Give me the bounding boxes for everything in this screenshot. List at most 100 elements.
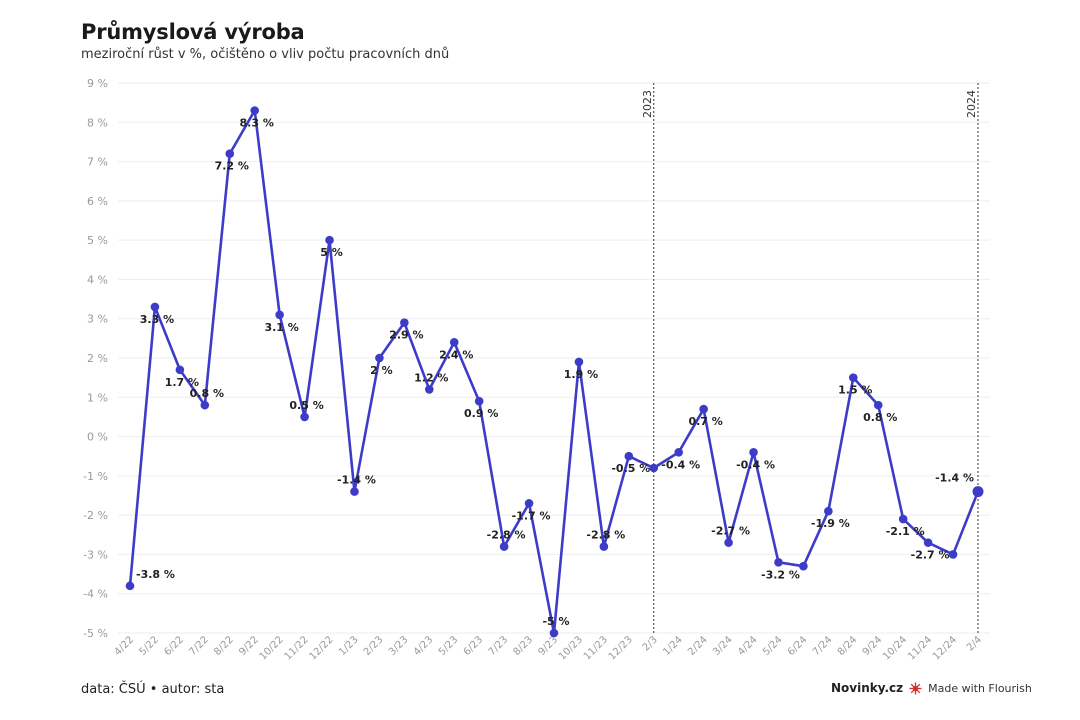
x-tick-label: 1/23 <box>337 634 361 658</box>
chart-title: Průmyslová výroba <box>81 20 305 44</box>
data-label: 7.2 % <box>215 160 249 173</box>
data-label: 0.5 % <box>289 399 323 412</box>
data-label: -0.5 % <box>611 462 650 475</box>
annotation-label: 2023 <box>641 90 654 118</box>
x-tick-label: 12/22 <box>307 634 335 662</box>
x-tick-label: 10/24 <box>881 634 909 662</box>
x-tick-label: 3/23 <box>387 634 411 658</box>
x-tick-label: 8/22 <box>212 634 236 658</box>
y-tick-label: 1 % <box>87 391 108 404</box>
data-label: -5 % <box>542 615 569 628</box>
data-point <box>749 447 758 457</box>
data-point <box>225 149 235 159</box>
data-label: -2.8 % <box>586 529 625 542</box>
data-point <box>499 542 509 551</box>
data-label: 2.4 % <box>439 348 473 361</box>
x-tick-label: 2/23 <box>362 634 386 658</box>
data-point <box>175 365 185 375</box>
data-point <box>898 514 908 524</box>
x-tick-label: 3/24 <box>711 634 735 658</box>
data-label: -0.4 % <box>736 458 775 471</box>
data-label: 0.8 % <box>190 387 224 400</box>
data-label: -1.9 % <box>811 517 850 530</box>
data-point <box>724 538 733 547</box>
x-tick-label: 5/22 <box>137 634 161 658</box>
data-point <box>275 310 284 320</box>
data-point <box>799 561 808 571</box>
data-point <box>699 404 708 414</box>
flourish-credit[interactable]: Made with Flourish <box>928 681 1032 695</box>
data-point <box>400 318 409 327</box>
x-tick-label: 4/23 <box>412 634 436 658</box>
y-tick-label: -1 % <box>83 470 108 483</box>
data-label: 3.3 % <box>140 313 174 326</box>
x-tick-label: 5/24 <box>761 634 785 658</box>
data-label: 0.7 % <box>688 415 722 428</box>
data-label: 1.2 % <box>414 371 448 384</box>
x-tick-label: 12/23 <box>607 634 635 662</box>
data-label: -3.8 % <box>136 568 175 581</box>
x-tick-label: 7/24 <box>811 634 835 658</box>
x-tick-label: 2/4 <box>965 634 984 653</box>
x-tick-label: 2/3 <box>641 634 660 653</box>
data-label: 3.1 % <box>264 321 298 334</box>
x-tick-label: 4/24 <box>736 634 760 658</box>
data-point <box>948 550 958 559</box>
data-label: 1.9 % <box>564 368 598 381</box>
source-note: data: ČSÚ • autor: sta <box>81 682 225 697</box>
x-tick-label: 2/24 <box>686 634 710 658</box>
data-label: 0.8 % <box>863 411 897 424</box>
x-tick-label: 10/22 <box>258 634 286 662</box>
x-tick-label: 8/23 <box>512 634 536 658</box>
data-label: -2.1 % <box>886 525 925 538</box>
data-label: -0.4 % <box>661 458 700 471</box>
y-tick-label: -3 % <box>83 548 108 561</box>
data-point <box>848 373 858 382</box>
data-point <box>774 557 783 567</box>
data-point <box>200 400 210 410</box>
y-tick-label: -5 % <box>83 627 108 640</box>
data-label: -1.4 % <box>935 472 974 485</box>
data-point <box>524 499 534 508</box>
data-label: -1.4 % <box>337 474 376 487</box>
y-tick-label: 5 % <box>87 234 108 247</box>
data-label: -2.8 % <box>487 529 526 542</box>
data-point <box>449 337 459 347</box>
data-point <box>474 396 484 406</box>
y-tick-label: -2 % <box>83 509 108 522</box>
data-point <box>424 385 434 394</box>
y-tick-label: 2 % <box>87 352 108 365</box>
chart-subtitle: meziroční růst v %, očištěno o vliv počt… <box>81 47 450 62</box>
brand-name[interactable]: Novinky.cz <box>831 681 904 695</box>
data-label: -2.7 % <box>711 525 750 538</box>
data-label: 2 % <box>370 364 393 377</box>
footer-branding: Novinky.cz Made with Flourish <box>831 681 1032 695</box>
data-point <box>150 302 160 312</box>
data-point <box>599 542 609 551</box>
data-point <box>549 628 559 638</box>
x-tick-label: 6/22 <box>162 634 186 658</box>
data-label: -3.2 % <box>761 568 800 581</box>
data-point <box>674 447 684 457</box>
x-tick-label: 5/23 <box>437 634 461 658</box>
data-point <box>250 106 260 115</box>
x-tick-label: 6/23 <box>462 634 486 658</box>
data-label: 5 % <box>320 246 343 259</box>
data-point <box>923 538 933 547</box>
y-tick-label: 3 % <box>87 313 108 326</box>
data-label: 1.5 % <box>838 384 872 397</box>
data-label: 0.9 % <box>464 407 498 420</box>
x-tick-label: 1/24 <box>661 634 685 658</box>
data-label: -2.7 % <box>911 549 950 562</box>
x-tick-label: 6/24 <box>786 634 810 658</box>
data-label: 8.3 % <box>240 117 274 130</box>
x-tick-label: 11/22 <box>283 634 311 662</box>
data-point <box>873 400 883 410</box>
y-tick-label: 9 % <box>87 77 108 90</box>
y-tick-label: 6 % <box>87 195 108 208</box>
data-point <box>972 486 984 498</box>
x-tick-label: 7/23 <box>487 634 511 658</box>
flourish-logo-icon <box>909 682 922 694</box>
x-tick-label: 10/23 <box>557 634 585 662</box>
